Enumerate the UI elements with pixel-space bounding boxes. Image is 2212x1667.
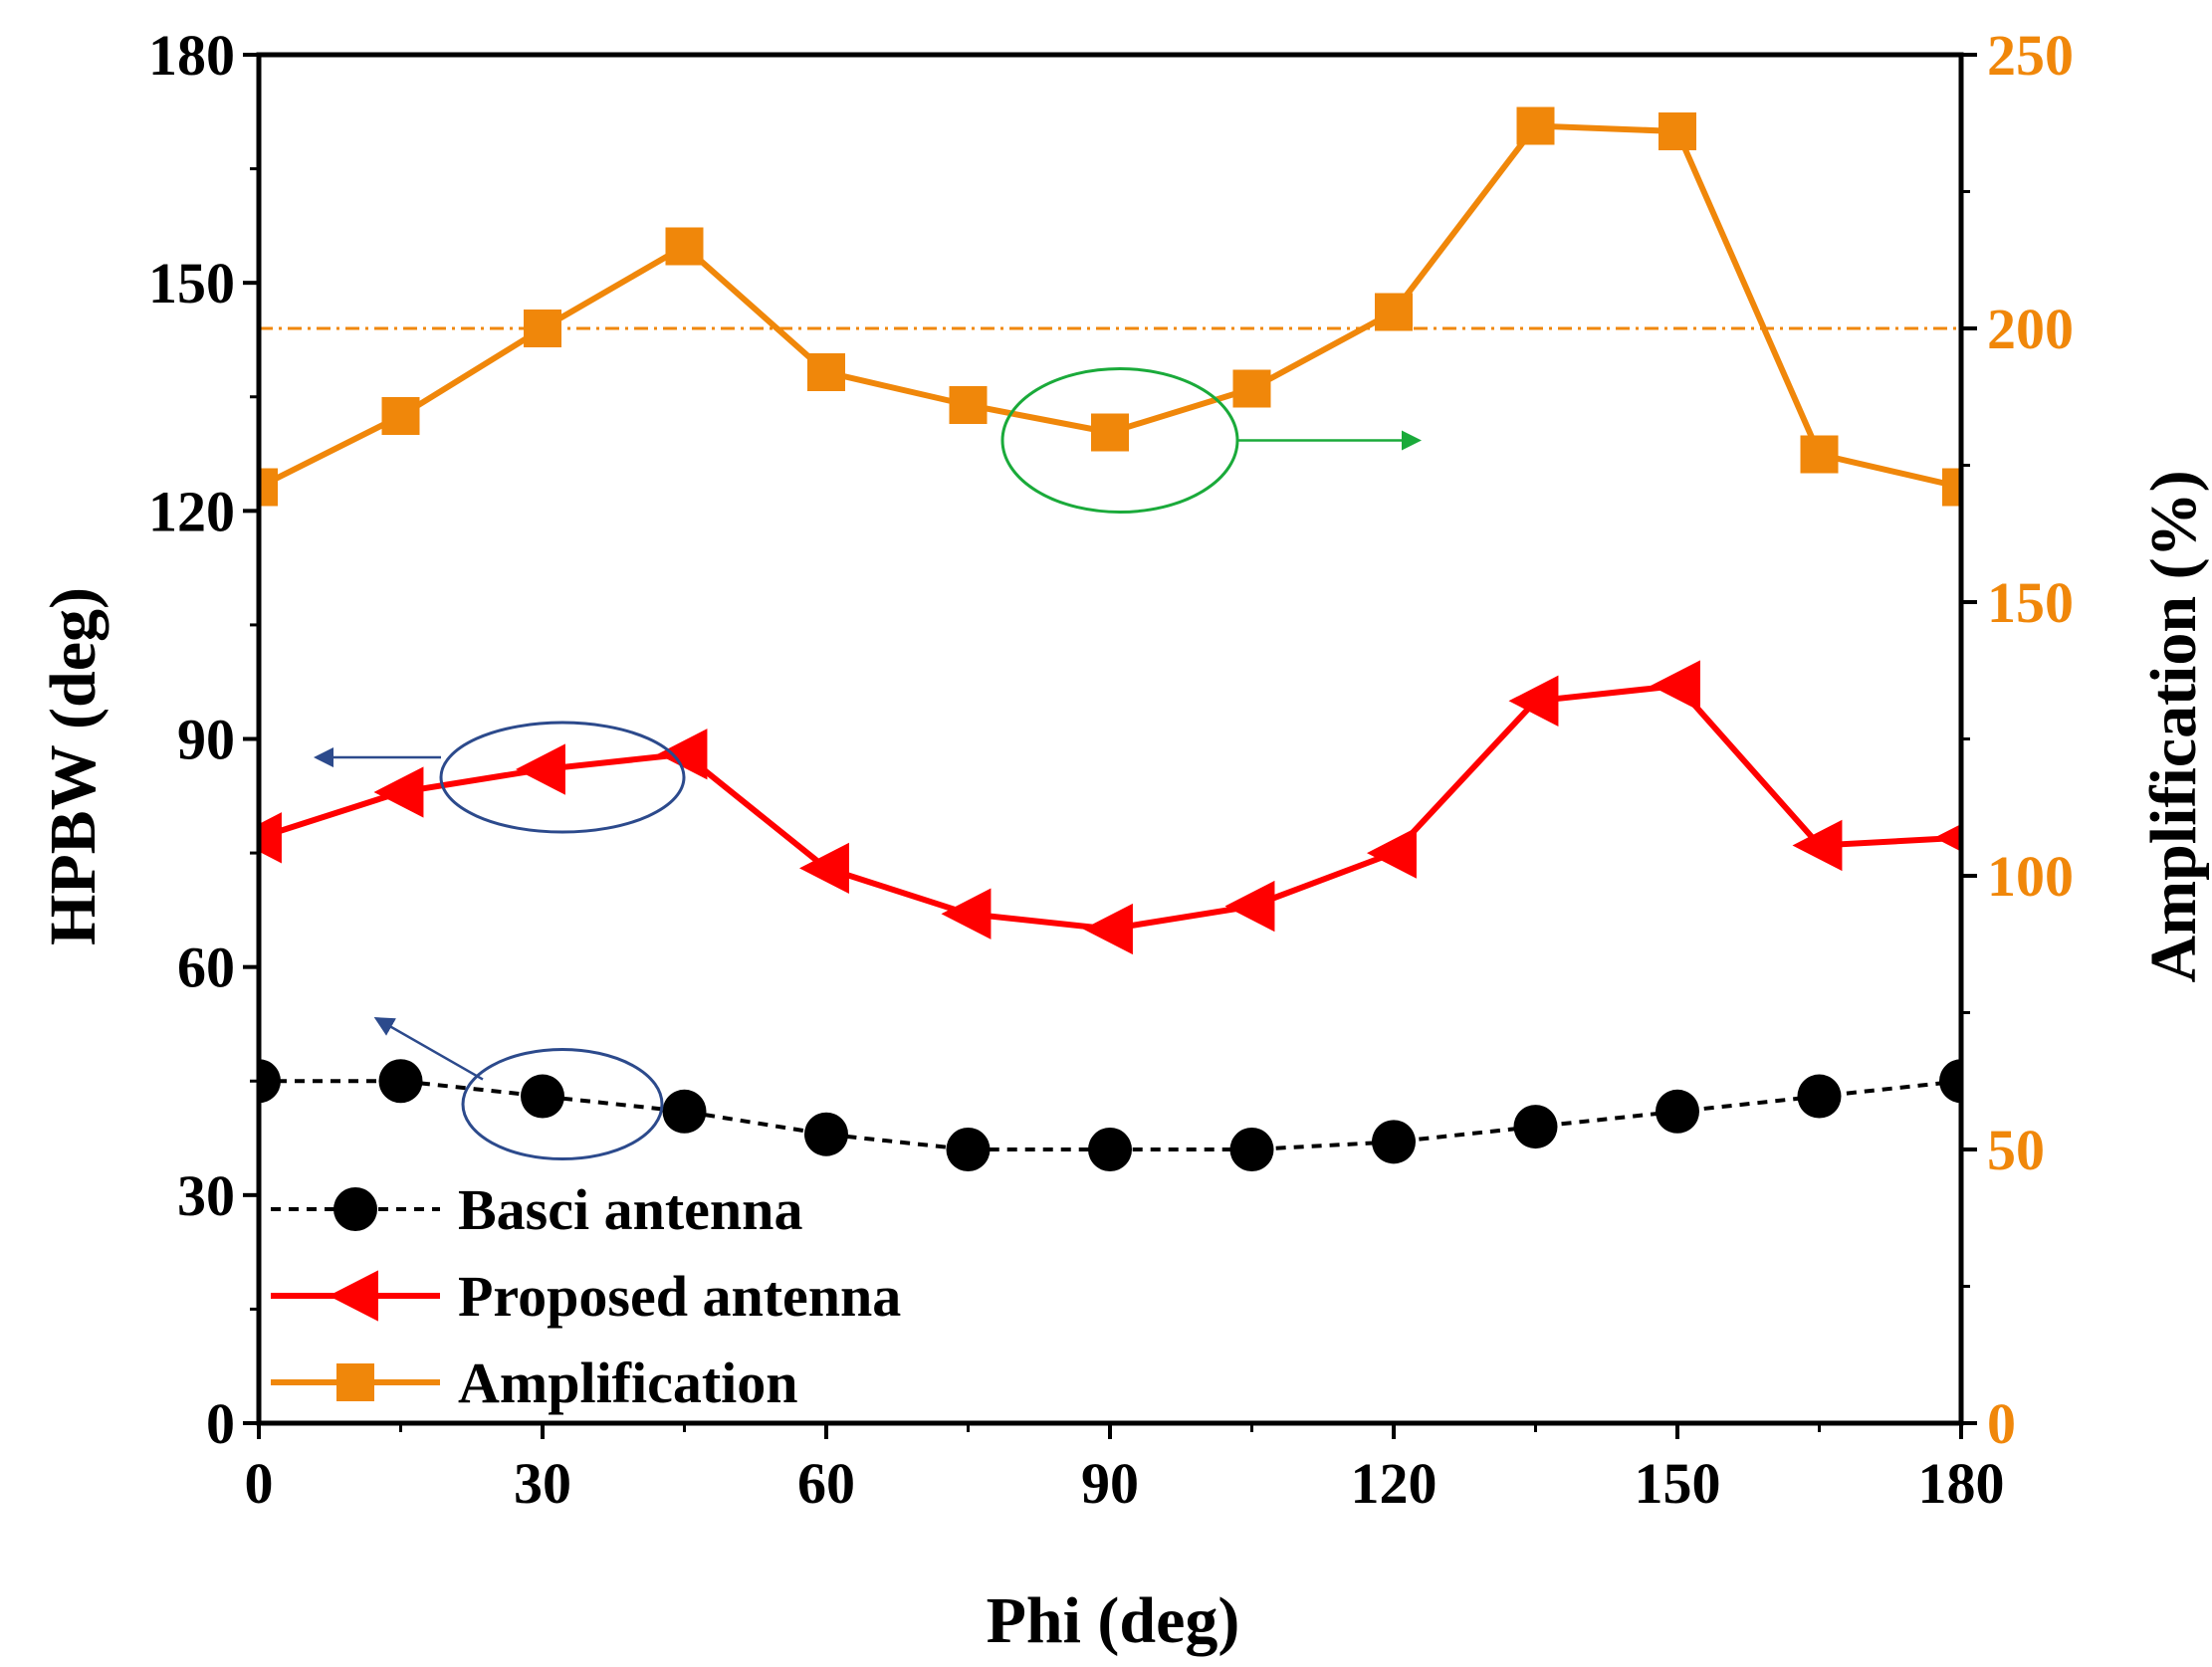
y-tick-label: 30 [177,1163,235,1228]
data-point [662,1089,707,1134]
data-point [1659,112,1696,150]
x-tick-label: 120 [1351,1451,1438,1516]
data-point [1934,823,1961,852]
legend-label: Basci antenna [458,1177,802,1242]
y-tick-label: 0 [206,1391,235,1456]
data-point [1513,1105,1558,1149]
legend-item: Proposed antenna [271,1264,901,1329]
data-point [1367,827,1417,879]
annotation-arrow [373,1017,484,1081]
legend-marker [336,1363,374,1401]
data-point [1942,468,1961,507]
data-point [1372,1120,1416,1164]
annotation-ellipse [439,721,686,834]
legend-item: Amplification [271,1351,798,1415]
data-point [1656,1089,1699,1134]
series-line [259,682,1961,933]
data-point [1088,1128,1132,1171]
data-point [1792,819,1843,872]
data-point [665,227,704,266]
data-point [381,397,420,435]
data-point [941,888,992,939]
data-point [946,1128,991,1171]
y2-tick-label: 250 [1987,23,2074,88]
data-point [1224,880,1275,933]
data-point [524,310,561,347]
y2-tick-label: 50 [1987,1118,2045,1182]
data-point [259,1059,281,1104]
annotations [314,367,1422,1161]
x-tick-label: 60 [797,1451,855,1516]
data-point [259,812,282,864]
data-point [1797,1074,1842,1119]
data-point [1229,1128,1274,1171]
x-tick-label: 30 [514,1451,571,1516]
data-point [259,468,278,507]
data-point [1651,660,1700,712]
x-tick-label: 0 [245,1451,274,1516]
legend: Basci antenna Proposed antenna Amplificati… [271,1177,901,1415]
data-point [1939,1059,1961,1104]
legend-marker [329,1270,378,1322]
annotation-ellipse [461,1048,664,1161]
y2-tick-label: 100 [1987,844,2074,909]
data-point [1800,435,1839,474]
y-tick-label: 90 [177,708,235,772]
data-point [1508,675,1559,727]
series-proposed-antenna [259,660,1961,955]
y2-axis-label: Amplification (%) [2137,470,2210,982]
data-point [373,766,424,818]
data-point [1375,293,1413,331]
y-tick-label: 150 [148,251,235,315]
x-axis-label: Phi (deg) [987,1584,1240,1657]
x-tick-label: 90 [1081,1451,1139,1516]
legend-item: Basci antenna [271,1177,802,1242]
data-point [516,743,565,795]
data-point [1083,903,1133,955]
x-tick-label: 180 [1918,1451,2005,1516]
y2-tick-label: 200 [1987,297,2074,361]
data-point [804,1112,848,1156]
legend-label: Amplification [458,1351,798,1415]
legend-label: Proposed antenna [458,1264,901,1329]
y2-tick-label: 150 [1987,570,2074,635]
y-tick-label: 60 [177,936,235,1000]
y-tick-label: 180 [148,23,235,88]
data-point [657,729,708,780]
plot-data-layer [259,106,1961,1171]
series-basci-antenna [259,1059,1961,1171]
axis-ticks: 0 30 60 90 120 150 180030609012015018005010015… [148,23,2074,1516]
y-axis-label: HPBW (deg) [37,587,110,945]
data-point [1091,413,1129,452]
data-point [1516,106,1555,145]
data-point [799,842,849,895]
data-point [1232,369,1271,408]
data-point [807,353,845,391]
y-tick-label: 120 [148,479,235,543]
y2-tick-label: 0 [1987,1391,2016,1456]
legend-marker [333,1187,377,1231]
data-point [949,386,988,424]
series-amplification [259,106,1961,507]
data-point [378,1059,423,1104]
data-point [521,1074,564,1119]
x-tick-label: 150 [1635,1451,1721,1516]
